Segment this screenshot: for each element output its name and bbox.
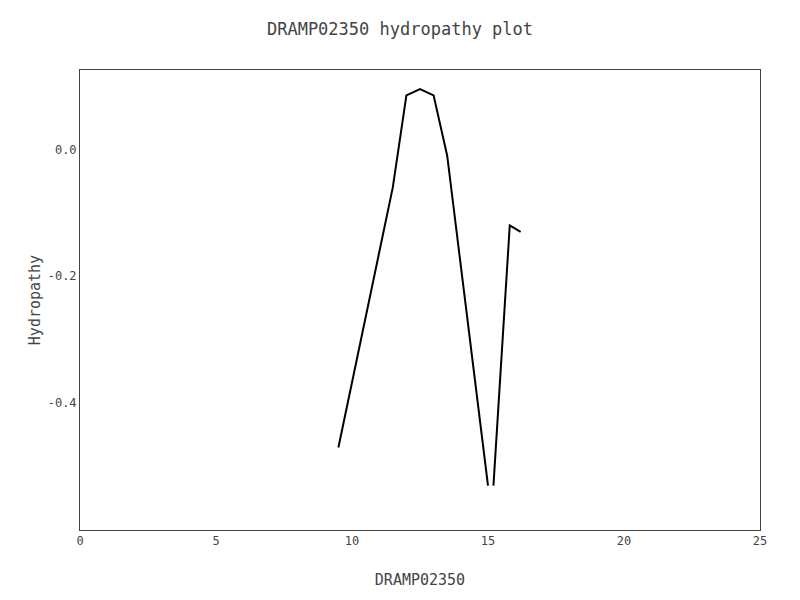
svg-text:Hydropathy: Hydropathy: [26, 255, 44, 345]
svg-text:-0.4: -0.4: [48, 396, 77, 410]
svg-text:20: 20: [617, 534, 631, 548]
svg-text:-0.2: -0.2: [48, 269, 77, 283]
svg-text:0.0: 0.0: [55, 143, 77, 157]
svg-text:5: 5: [212, 534, 219, 548]
svg-text:DRAMP02350 hydropathy plot: DRAMP02350 hydropathy plot: [267, 19, 533, 39]
svg-text:DRAMP02350: DRAMP02350: [375, 571, 465, 589]
svg-text:15: 15: [481, 534, 495, 548]
svg-text:0: 0: [76, 534, 83, 548]
svg-text:10: 10: [345, 534, 359, 548]
svg-text:25: 25: [753, 534, 767, 548]
